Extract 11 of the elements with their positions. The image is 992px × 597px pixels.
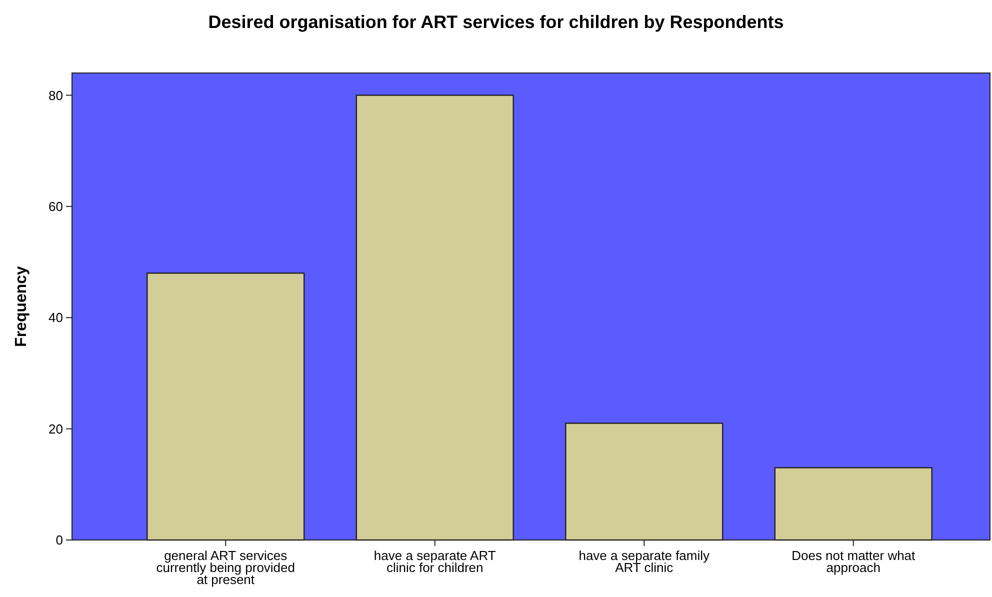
y-tick-label: 0 — [56, 532, 63, 548]
y-axis-title: Frequency — [13, 266, 30, 347]
x-tick-label: Does not matter what approach — [792, 548, 916, 575]
y-tick-label: 20 — [48, 421, 63, 436]
y-tick-label: 80 — [48, 88, 63, 103]
x-tick-label: have a separate family ART clinic — [578, 548, 710, 575]
y-tick-label: 40 — [48, 310, 63, 326]
chart-title: Desired organisation for ART services for children by Respondents — [208, 12, 784, 32]
y-tick-label: 60 — [48, 198, 63, 214]
x-tick-label: general ART services currently being provided at present — [156, 548, 295, 587]
x-tick-label: have a separate ART clinic for children — [374, 548, 496, 575]
